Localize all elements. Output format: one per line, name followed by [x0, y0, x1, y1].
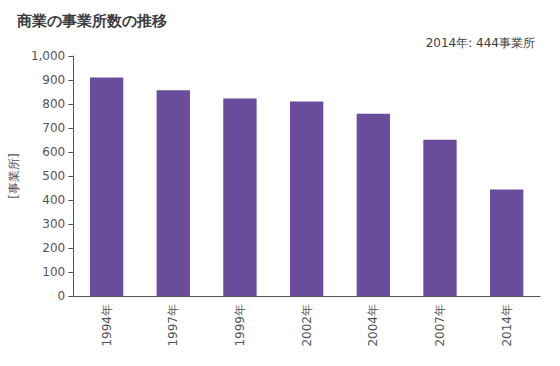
svg-text:2004年: 2004年	[366, 304, 380, 347]
svg-text:1994年: 1994年	[100, 304, 114, 347]
svg-text:2007年: 2007年	[433, 304, 447, 347]
svg-text:800: 800	[42, 97, 65, 111]
svg-text:1,000: 1,000	[31, 49, 65, 63]
svg-text:600: 600	[42, 145, 65, 159]
svg-text:200: 200	[42, 241, 65, 255]
svg-text:100: 100	[42, 265, 65, 279]
svg-text:400: 400	[42, 193, 65, 207]
svg-text:2002年: 2002年	[300, 304, 314, 347]
svg-text:500: 500	[42, 169, 65, 183]
svg-text:900: 900	[42, 73, 65, 87]
svg-text:0: 0	[58, 289, 66, 303]
svg-text:2014年: 444事業所: 2014年: 444事業所	[426, 36, 535, 50]
svg-text:[事業所]: [事業所]	[7, 153, 21, 198]
svg-text:700: 700	[42, 121, 65, 135]
svg-text:商業の事業所数の推移: 商業の事業所数の推移	[16, 12, 167, 30]
svg-text:1997年: 1997年	[166, 304, 180, 347]
svg-text:1999年: 1999年	[233, 304, 247, 347]
svg-text:300: 300	[42, 217, 65, 231]
svg-text:2014年: 2014年	[500, 304, 514, 347]
